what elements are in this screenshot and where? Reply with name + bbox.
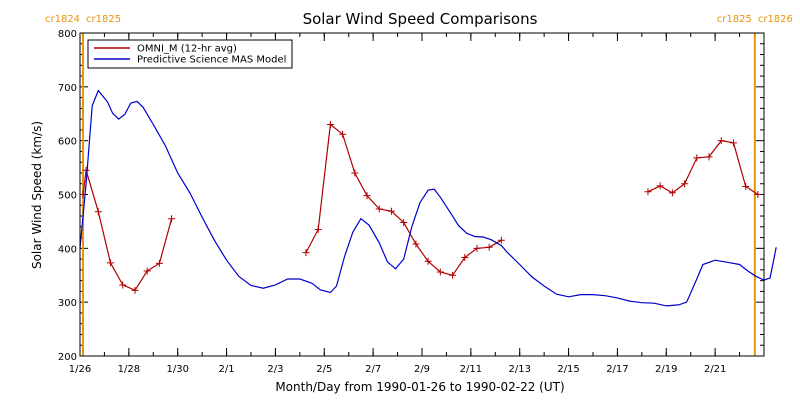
x-tick-label: 2/13 bbox=[508, 364, 530, 375]
omni-data-point bbox=[326, 121, 334, 129]
carrington-label-right: cr1826 bbox=[758, 14, 793, 25]
omni-data-point bbox=[314, 225, 322, 233]
x-tick-label: 1/28 bbox=[118, 364, 140, 375]
y-axis-label: Solar Wind Speed (km/s) bbox=[30, 121, 44, 269]
y-tick-label: 400 bbox=[58, 244, 77, 255]
omni-data-point bbox=[729, 139, 737, 147]
omni-data-point bbox=[339, 130, 347, 138]
legend-entry: Predictive Science MAS Model bbox=[137, 55, 286, 66]
omni-data-point bbox=[107, 259, 115, 267]
omni-data-point bbox=[644, 188, 652, 196]
omni-data-point bbox=[155, 259, 163, 267]
x-tick-label: 1/30 bbox=[166, 364, 188, 375]
omni-data-point bbox=[94, 208, 102, 216]
legend-entry: OMNI_M (12-hr avg) bbox=[137, 44, 237, 55]
omni-data-point bbox=[302, 249, 310, 257]
x-axis-label: Month/Day from 1990-01-26 to 1990-02-22 … bbox=[275, 380, 564, 394]
y-tick-label: 500 bbox=[58, 191, 77, 202]
omni-data-point bbox=[387, 207, 395, 215]
carrington-label-left: cr1824 bbox=[45, 14, 80, 25]
omni-data-point bbox=[681, 180, 689, 188]
omni-data-point bbox=[375, 205, 383, 213]
axis-ticks: 200 300 400 500 600 700 800 1/26 1/28 1/30 2/1 2/3 2… bbox=[58, 29, 765, 375]
x-tick-label: 2/19 bbox=[655, 364, 677, 375]
carrington-label-left: cr1825 bbox=[717, 14, 752, 25]
x-tick-label: 2/7 bbox=[365, 364, 381, 375]
x-tick-label: 2/11 bbox=[460, 364, 482, 375]
omni-data-point bbox=[131, 286, 139, 294]
plot-area bbox=[79, 33, 777, 356]
omni-data-point bbox=[656, 182, 664, 190]
omni-data-point bbox=[436, 268, 444, 276]
omni-data-point bbox=[82, 166, 90, 174]
omni-data-point bbox=[668, 189, 676, 197]
omni-data-point bbox=[424, 257, 432, 265]
y-tick-label: 800 bbox=[58, 29, 77, 40]
omni-data-point bbox=[742, 182, 750, 190]
omni-series-line bbox=[647, 140, 759, 195]
omni-data-point bbox=[485, 243, 493, 251]
x-tick-label: 2/9 bbox=[414, 364, 430, 375]
legend-box bbox=[87, 39, 293, 69]
carrington-labels: cr1824 cr1825 cr1825 cr1826 bbox=[45, 14, 793, 25]
y-tick-label: 200 bbox=[58, 352, 77, 363]
x-tick-label: 2/15 bbox=[557, 364, 579, 375]
omni-series-line bbox=[82, 170, 173, 292]
y-tick-label: 600 bbox=[58, 137, 77, 148]
x-tick-label: 2/21 bbox=[704, 364, 726, 375]
mas-model-series-line bbox=[79, 89, 777, 307]
omni-data-point bbox=[412, 240, 420, 248]
omni-data-point bbox=[143, 267, 151, 275]
omni-data-point bbox=[461, 253, 469, 261]
omni-data-point bbox=[717, 137, 725, 145]
omni-data-point bbox=[754, 191, 762, 198]
omni-data-point bbox=[363, 192, 371, 200]
y-tick-label: 700 bbox=[58, 83, 77, 94]
omni-data-point bbox=[168, 215, 176, 223]
x-tick-label: 2/3 bbox=[267, 364, 283, 375]
legend: OMNI_M (12-hr avg)Predictive Science MAS… bbox=[87, 39, 293, 69]
omni-series-line bbox=[305, 123, 502, 276]
carrington-label-right: cr1825 bbox=[86, 14, 121, 25]
chart-title: Solar Wind Speed Comparisons bbox=[303, 10, 538, 28]
omni-data-point bbox=[449, 271, 457, 279]
omni-data-point bbox=[400, 218, 408, 226]
x-tick-label: 1/26 bbox=[69, 364, 91, 375]
x-tick-label: 2/5 bbox=[316, 364, 332, 375]
omni-data-point bbox=[119, 281, 127, 289]
omni-data-point bbox=[705, 153, 713, 161]
omni-data-point bbox=[497, 236, 505, 244]
omni-data-point bbox=[473, 244, 481, 252]
x-tick-label: 2/1 bbox=[219, 364, 235, 375]
plot-frame bbox=[79, 32, 765, 357]
omni-data-point bbox=[693, 154, 701, 162]
omni-data-point bbox=[351, 169, 359, 177]
x-tick-label: 2/17 bbox=[606, 364, 628, 375]
y-tick-label: 300 bbox=[58, 298, 77, 309]
